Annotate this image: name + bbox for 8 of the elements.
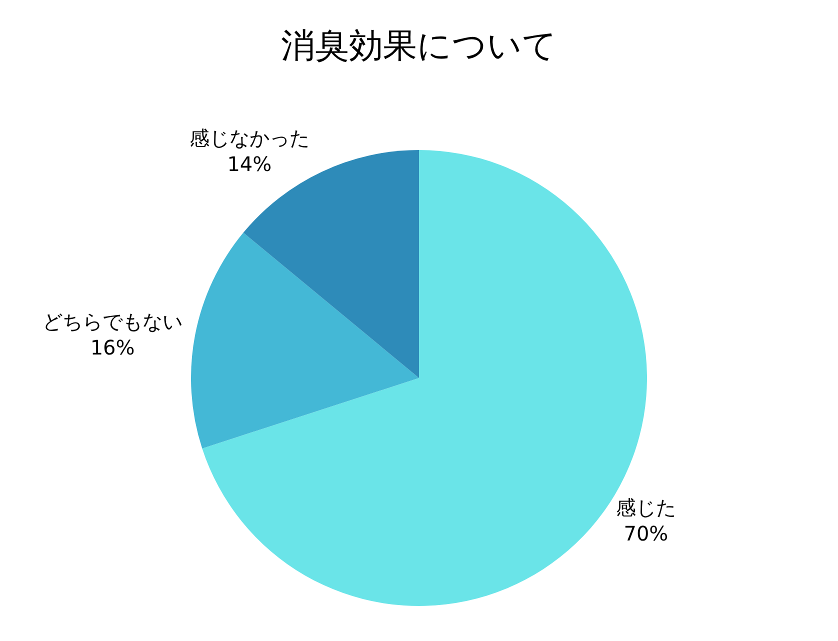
data-label: 70% (624, 522, 668, 546)
pie-slice (191, 232, 419, 448)
slice-label: 感じなかった (189, 126, 310, 150)
data-label: 16% (90, 335, 135, 360)
data-label: 14% (227, 152, 272, 176)
chart-title: 消臭効果について (281, 26, 557, 66)
slice-label: 感じた (616, 496, 676, 520)
slice-label: どちらでもない (42, 309, 183, 334)
